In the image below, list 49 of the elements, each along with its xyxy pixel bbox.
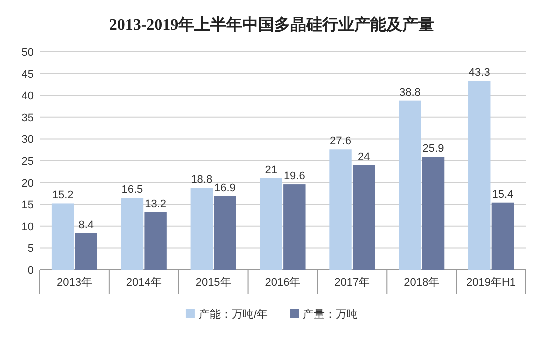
x-tick-label: 2018年 [404, 277, 440, 289]
legend-label: 产能：万吨/年 [198, 308, 268, 321]
data-label: 25.9 [422, 143, 444, 156]
y-tick-label: 0 [28, 265, 34, 277]
data-label: 8.4 [78, 219, 94, 232]
y-tick-label: 40 [22, 90, 34, 103]
x-tick-label: 2019年H1 [466, 277, 516, 289]
y-tick-label: 15 [22, 200, 34, 212]
bar [399, 100, 422, 270]
bar [75, 233, 98, 270]
bar [121, 198, 144, 270]
bar [468, 81, 491, 270]
data-label: 21 [265, 164, 278, 176]
bar [284, 184, 306, 270]
y-tick-label: 5 [28, 243, 34, 256]
data-label: 19.6 [284, 170, 306, 183]
y-tick-label: 30 [22, 134, 34, 146]
bar [330, 150, 352, 270]
bar [352, 165, 376, 270]
data-label: 38.8 [399, 86, 421, 99]
bar [492, 202, 514, 270]
data-label: 13.2 [145, 198, 167, 210]
bar [422, 157, 445, 270]
x-tick-label: 2013年 [56, 277, 92, 289]
bar [214, 196, 236, 270]
x-tick-label: 2016年 [265, 277, 301, 289]
legend-label: 产量：万吨 [303, 308, 358, 321]
data-label: 18.8 [191, 174, 213, 186]
data-label: 24 [358, 151, 370, 164]
chart-title: 2013-2019年上半年中国多晶硅行业产能及产量 [109, 16, 435, 34]
data-label: 15.4 [492, 188, 514, 201]
bar [260, 178, 282, 270]
data-label: 15.2 [52, 190, 74, 202]
data-label: 27.6 [330, 136, 352, 148]
y-tick-label: 20 [22, 178, 34, 190]
y-tick-label: 45 [22, 68, 34, 81]
x-tick-label: 2014年 [126, 277, 162, 289]
y-tick-label: 25 [22, 156, 34, 168]
y-tick-label: 10 [22, 221, 34, 234]
data-label: 43.3 [468, 67, 490, 80]
bar [52, 204, 74, 270]
data-label: 16.9 [214, 182, 236, 194]
bar [190, 188, 214, 270]
x-tick-label: 2017年 [334, 277, 370, 289]
bar [144, 212, 167, 270]
y-tick-label: 35 [22, 112, 34, 124]
x-tick-label: 2015年 [196, 277, 232, 289]
data-label: 16.5 [122, 184, 144, 196]
y-tick-label: 50 [22, 47, 34, 59]
